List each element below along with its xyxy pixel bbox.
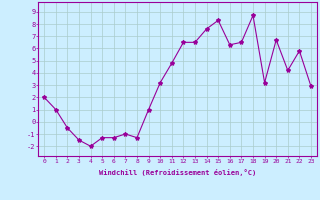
X-axis label: Windchill (Refroidissement éolien,°C): Windchill (Refroidissement éolien,°C)	[99, 169, 256, 176]
